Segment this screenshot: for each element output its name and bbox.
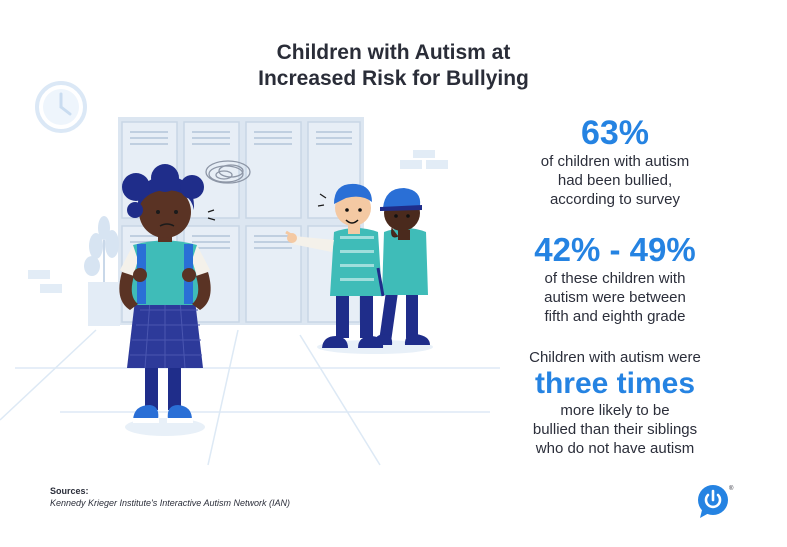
stat-value: 42% - 49%	[534, 231, 696, 268]
sources-heading: Sources:	[50, 486, 89, 496]
title-line-2: Increased Risk for Bullying	[258, 67, 529, 90]
stat-line: of these children with	[544, 270, 686, 287]
stat-line: more likely to be	[560, 402, 670, 419]
stat-value: three times	[534, 367, 696, 400]
stat-line: of children with autism	[540, 153, 690, 170]
stat-line: autism were between	[544, 289, 686, 306]
stat-value: 63%	[580, 114, 650, 152]
sources-text: Kennedy Krieger Institute's Interactive …	[50, 498, 290, 508]
boy-whispering-figure	[373, 188, 430, 345]
boy-pointing-figure	[285, 183, 385, 348]
stat-sibling-comparison: Children with autism were three times mo…	[490, 348, 740, 458]
stat-intro: Children with autism were	[529, 349, 701, 366]
power-speech-bubble-icon: ®	[698, 485, 734, 518]
worry-scribble-icon	[205, 160, 251, 184]
stat-line: according to survey	[549, 191, 681, 208]
clock-icon	[35, 81, 87, 133]
stat-grade-range: 42% - 49% of these children with autism …	[490, 231, 740, 326]
registered-mark: ®	[729, 485, 734, 492]
wall-bricks	[28, 150, 448, 293]
stats-panel: 63% of children with autism had been bul…	[490, 114, 740, 458]
girl-figure	[119, 164, 216, 423]
page-title: Children with Autism at Increased Risk f…	[0, 40, 787, 92]
stat-line: bullied than their siblings	[532, 421, 698, 438]
stat-line: had been bullied,	[557, 172, 673, 189]
stat-line: fifth and eighth grade	[544, 308, 686, 325]
title-line-1: Children with Autism at	[276, 41, 511, 64]
stat-line: who do not have autism	[535, 440, 695, 457]
sources-footer: Sources: Kennedy Krieger Institute's Int…	[50, 485, 290, 509]
stat-bullied: 63% of children with autism had been bul…	[490, 114, 740, 209]
potted-plant	[84, 216, 120, 326]
floor-lines	[0, 329, 500, 466]
